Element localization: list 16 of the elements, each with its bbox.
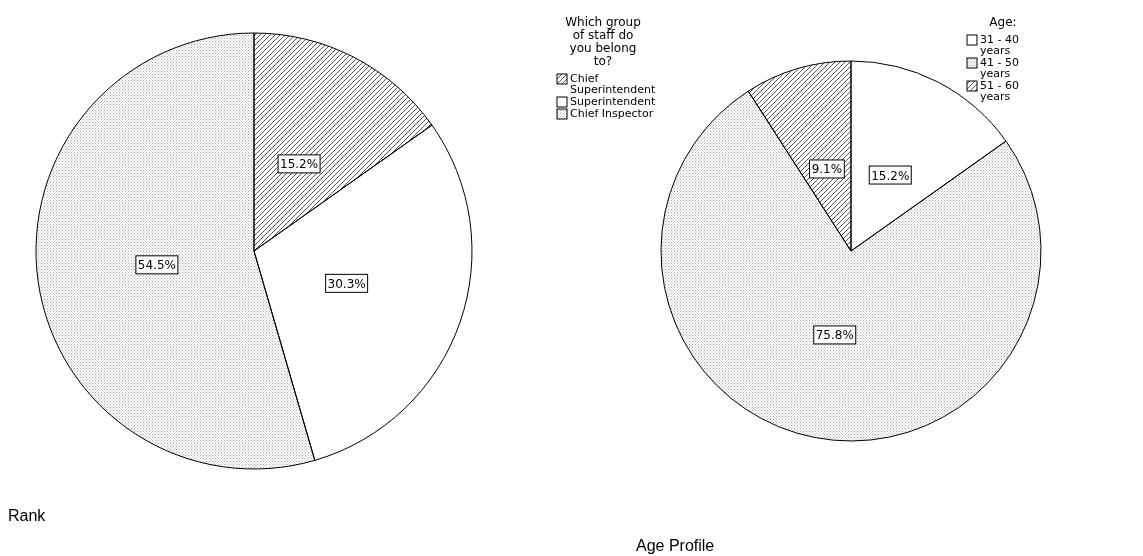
legend-label: 31 - 40 years [980, 33, 1019, 57]
legend-label: 41 - 50 years [980, 56, 1019, 80]
text: Rank [8, 507, 47, 524]
data-label: 75.8% [815, 328, 854, 343]
legend-label: 51 - 60 years [980, 79, 1019, 103]
data-label: 9.1% [811, 162, 843, 177]
data-label: 15.2% [280, 157, 319, 172]
data-label: 15.2% [871, 168, 910, 183]
legend-label: Superintendent [570, 95, 657, 108]
data-label: 54.5% [137, 258, 176, 273]
legend-label: Chief Inspector [570, 107, 654, 120]
legend-title: Which group of staff do you belong to? [565, 15, 641, 68]
legend-title: Age: [989, 15, 1017, 29]
text: Age Profile [636, 537, 715, 554]
data-label: 30.3% [327, 276, 366, 291]
legend-label: Chief Superintendent [570, 72, 657, 96]
